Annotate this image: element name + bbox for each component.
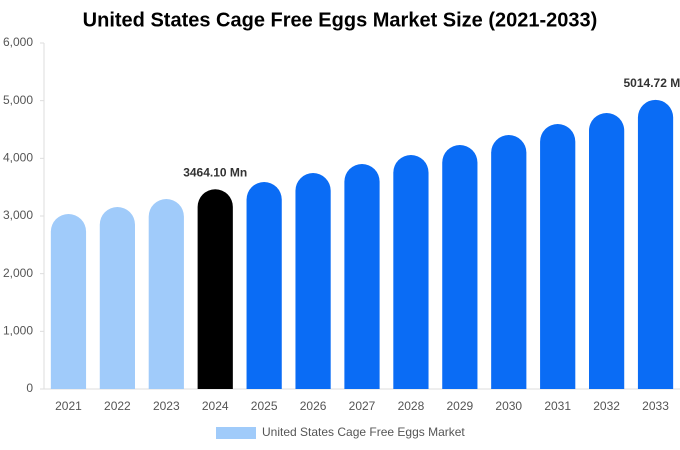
- x-tick-label: 2025: [251, 399, 278, 413]
- bar: [246, 181, 282, 389]
- bar: [99, 207, 135, 389]
- bar: [637, 99, 674, 390]
- x-tick-label: 2026: [300, 399, 327, 413]
- x-tick-label: 2031: [544, 399, 571, 413]
- bar: [50, 213, 87, 389]
- data-label: 3464.10 Mn: [183, 165, 247, 179]
- legend-label: United States Cage Free Eggs Market: [262, 425, 465, 439]
- x-tick-label: 2033: [642, 399, 669, 413]
- y-tick-label: 6,000: [3, 35, 33, 49]
- bar: [491, 135, 527, 389]
- y-tick-label: 0: [26, 381, 33, 395]
- legend-swatch: [216, 427, 256, 439]
- bar: [148, 198, 184, 389]
- y-tick-label: 4,000: [3, 151, 33, 165]
- bar: [197, 189, 233, 389]
- x-tick-label: 2021: [55, 399, 82, 413]
- x-tick-label: 2032: [593, 399, 620, 413]
- bar: [295, 173, 331, 389]
- x-tick-label: 2028: [398, 399, 425, 413]
- x-tick-label: 2029: [446, 399, 473, 413]
- x-tick-label: 2030: [495, 399, 522, 413]
- bar: [540, 124, 576, 390]
- y-tick-label: 5,000: [3, 93, 33, 107]
- x-tick-label: 2023: [153, 399, 180, 413]
- y-tick-label: 3,000: [3, 208, 33, 222]
- data-label: 5014.72 Mn: [624, 76, 680, 90]
- x-tick-label: 2027: [349, 399, 376, 413]
- x-tick-label: 2022: [104, 399, 131, 413]
- bar: [442, 145, 478, 389]
- bar: [344, 163, 380, 389]
- y-tick-label: 2,000: [3, 266, 33, 280]
- y-tick-label: 1,000: [3, 324, 33, 338]
- x-tick-label: 2024: [202, 399, 229, 413]
- chart-title: United States Cage Free Eggs Market Size…: [83, 9, 598, 31]
- bar: [393, 154, 429, 389]
- bar: [589, 113, 625, 389]
